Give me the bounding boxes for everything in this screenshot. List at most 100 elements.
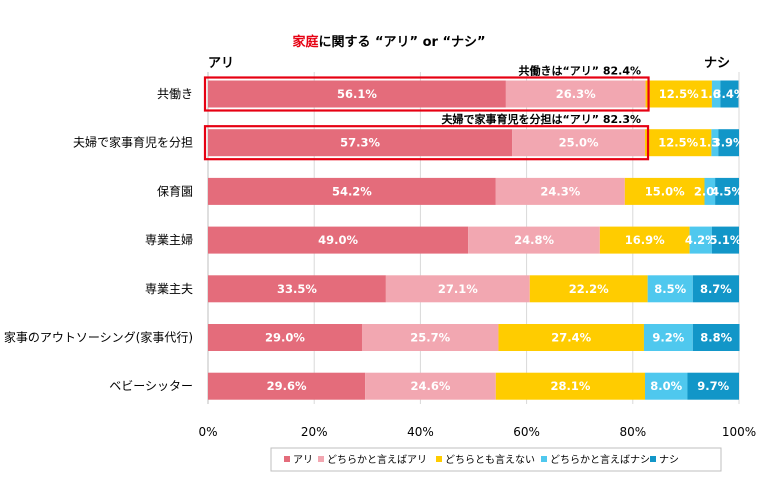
data-label: 24.6% [411, 379, 451, 393]
data-label: 9.2% [652, 331, 684, 345]
data-label: 3.4% [713, 87, 745, 101]
bar-segment [512, 129, 646, 157]
bar-row: 57.3% 25.0% 12.5% 1.3%3.9% [208, 129, 745, 157]
bar-segment [495, 177, 625, 205]
x-tick-label: 60% [513, 425, 540, 439]
data-label: 26.3% [556, 87, 596, 101]
bar-segment [529, 275, 648, 303]
legend-swatch [284, 456, 290, 462]
bar-segment [208, 80, 506, 108]
data-label: 8.0% [650, 379, 682, 393]
data-label: 29.0% [265, 331, 305, 345]
data-label: 27.1% [438, 282, 478, 296]
bar-segment [645, 372, 688, 400]
legend-label: ナシ [659, 454, 679, 466]
bars-layer: 56.1% 26.3% 12.5% 1.6%3.4%57.3% 25.0% 12.5% 1.… [203, 76, 746, 400]
data-label: 8.7% [700, 282, 732, 296]
chart-title-rest: に関する “アリ” or “ナシ” [318, 35, 486, 50]
bar-segment [208, 324, 362, 351]
legend-label: どちらかと言えばアリ [327, 453, 427, 466]
data-label: 57.3% [340, 136, 380, 150]
highlight-box [203, 76, 650, 112]
data-label: 28.1% [550, 379, 590, 393]
legend-label: どちらかと言えばナシ [550, 453, 650, 466]
bar-segment [711, 129, 719, 157]
x-tick-label: 100% [722, 425, 756, 439]
bar-segment [505, 80, 646, 108]
data-label: 9.7% [697, 379, 729, 393]
annotation: 夫婦で家事育児を分担は“アリ” 82.3% [442, 112, 641, 126]
category-label: ベビーシッター [109, 379, 193, 393]
legend-label: アリ [293, 455, 313, 466]
bar-segment [718, 129, 739, 157]
chart-title-highlight: 家庭 [292, 35, 319, 50]
legend-swatch [541, 456, 547, 462]
legend-swatch [318, 456, 324, 462]
legend-swatch [650, 456, 656, 462]
bar-row: 33.5% 27.1% 22.2% 8.5% 8.7% [208, 275, 739, 303]
legend: アリ どちらかと言えばアリ どちらとも言えない どちらかと言えばナシ ナシ [270, 447, 722, 472]
x-axis-ticks: 0% 20% 40% 60% 80% 100% [198, 425, 756, 439]
data-label: 25.7% [410, 331, 450, 345]
x-tick-label: 80% [619, 425, 646, 439]
bar-segment [495, 372, 646, 400]
bar-segment [689, 226, 712, 254]
bar-segment [599, 226, 690, 254]
category-label: 専業主婦 [145, 232, 193, 247]
category-label: 共働き [157, 87, 193, 101]
data-label: 12.5% [659, 87, 699, 101]
category-label: 保育園 [157, 183, 193, 198]
bar-segment [208, 129, 513, 157]
data-label: 24.8% [514, 233, 554, 247]
category-label: 夫婦で家事育児を分担 [73, 135, 193, 150]
category-label: 家事のアウトソーシング(家事代行) [4, 330, 193, 345]
annotation: 共働きは“アリ” 82.4% [519, 64, 641, 78]
chart-title: 家庭に関する “アリ” or “ナシ” [0, 31, 778, 50]
legend-label: どちらとも言えない [445, 453, 535, 466]
bar-row: 29.0% 25.7% 27.4% 9.2% 8.8% [208, 324, 740, 351]
highlight-box [203, 125, 650, 161]
category-label: 専業主夫 [145, 282, 193, 296]
bar-segment [711, 226, 739, 254]
data-label: 56.1% [337, 87, 377, 101]
bar-segment [692, 275, 739, 303]
side-label-left: アリ [208, 56, 234, 71]
bar-segment [208, 372, 366, 400]
bar-row: 29.6% 24.6% 28.1% 8.0% 9.7% [208, 372, 739, 400]
bar-segment [645, 129, 712, 157]
data-label: 15.0% [645, 184, 685, 198]
legend-swatch [436, 456, 442, 462]
bar-segment [468, 226, 600, 254]
x-tick-label: 20% [301, 425, 328, 439]
data-label: 29.6% [267, 379, 307, 393]
data-label: 49.0% [318, 233, 358, 247]
data-label: 27.4% [551, 331, 591, 345]
data-label: 16.9% [625, 233, 665, 247]
bar-segment [720, 80, 739, 108]
bar-segment [208, 226, 469, 254]
data-label: 8.5% [654, 282, 686, 296]
x-tick-label: 0% [198, 425, 217, 439]
bar-segment [498, 324, 644, 351]
side-label-right: ナシ [704, 56, 730, 71]
data-label: 4.2% [685, 233, 717, 247]
bar-segment [692, 324, 740, 351]
bar-row: 49.0% 24.8% 16.9% 4.2%5.1% [208, 226, 742, 254]
bar-segment [385, 275, 530, 303]
data-label: 5.1% [710, 233, 742, 247]
bar-segment [711, 80, 721, 108]
x-tick-label: 40% [407, 425, 434, 439]
bar-segment [645, 80, 712, 108]
bar-segment [208, 275, 386, 303]
data-label: 24.3% [540, 184, 580, 198]
data-label: 3.9% [713, 136, 745, 150]
data-label: 8.8% [700, 331, 732, 345]
bar-segment [208, 177, 496, 205]
annotations-layer: 共働きは“アリ” 82.4% 夫婦で家事育児を分担は“アリ” 82.3% [442, 64, 641, 127]
bar-segment [647, 275, 693, 303]
bar-segment [365, 372, 496, 400]
bar-segment [643, 324, 693, 351]
bar-row: 56.1% 26.3% 12.5% 1.6%3.4% [208, 80, 746, 108]
data-label: 22.2% [569, 282, 609, 296]
